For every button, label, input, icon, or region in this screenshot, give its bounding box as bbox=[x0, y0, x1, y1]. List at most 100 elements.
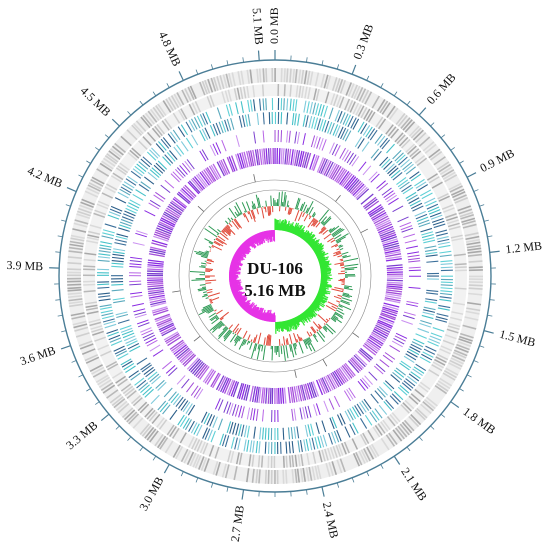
feature-mark bbox=[199, 366, 210, 380]
feature-mark bbox=[307, 87, 311, 100]
feature-mark bbox=[432, 361, 444, 369]
gc-mark bbox=[327, 237, 334, 243]
gc-mark bbox=[312, 219, 318, 226]
skew-mark bbox=[286, 223, 291, 232]
feature-mark bbox=[344, 426, 351, 438]
feature-mark bbox=[324, 91, 330, 104]
gc-mark bbox=[217, 229, 221, 233]
skew-mark bbox=[313, 300, 325, 308]
feature-mark bbox=[357, 350, 371, 363]
feature-mark bbox=[74, 219, 89, 225]
feature-mark bbox=[365, 110, 374, 122]
skew-mark bbox=[320, 280, 329, 284]
feature-mark bbox=[298, 85, 302, 98]
feature-mark bbox=[392, 371, 403, 381]
feature-mark bbox=[70, 234, 85, 240]
feature-mark bbox=[402, 402, 412, 412]
skew-mark bbox=[229, 267, 237, 271]
feature-mark bbox=[425, 200, 437, 207]
feature-mark bbox=[167, 96, 177, 110]
feature-mark bbox=[237, 438, 241, 451]
minor-tick bbox=[166, 83, 170, 88]
feature-mark bbox=[419, 381, 431, 390]
gc-mark bbox=[254, 334, 258, 344]
feature-mark bbox=[249, 385, 254, 402]
feature-mark bbox=[348, 179, 360, 193]
skew-mark bbox=[320, 268, 332, 272]
feature-mark bbox=[171, 200, 185, 211]
feature-mark bbox=[444, 174, 458, 183]
major-tick bbox=[100, 413, 110, 422]
gc-mark bbox=[246, 340, 250, 345]
feature-mark bbox=[226, 379, 234, 395]
feature-mark bbox=[177, 109, 186, 121]
feature-mark bbox=[148, 294, 165, 299]
skew-mark bbox=[320, 283, 333, 287]
gc-mark bbox=[332, 228, 345, 238]
feature-mark bbox=[68, 298, 83, 302]
skew-mark bbox=[278, 219, 281, 231]
feature-mark bbox=[440, 260, 453, 263]
feature-mark bbox=[425, 345, 437, 352]
feature-mark bbox=[231, 404, 237, 416]
feature-mark bbox=[204, 127, 211, 139]
minor-tick bbox=[115, 425, 120, 430]
feature-mark bbox=[396, 134, 406, 145]
feature-mark bbox=[167, 133, 176, 144]
feature-mark bbox=[193, 387, 202, 398]
feature-mark bbox=[125, 178, 137, 186]
feature-mark bbox=[465, 310, 480, 315]
feature-mark bbox=[151, 239, 168, 246]
feature-mark bbox=[156, 124, 166, 135]
feature-mark bbox=[411, 341, 424, 348]
feature-mark bbox=[131, 147, 142, 157]
feature-mark bbox=[177, 398, 186, 409]
skew-mark bbox=[310, 304, 320, 312]
feature-mark bbox=[421, 314, 434, 320]
feature-mark bbox=[414, 409, 426, 421]
feature-tracks bbox=[66, 67, 484, 485]
feature-mark bbox=[177, 191, 191, 204]
feature-mark bbox=[97, 292, 110, 295]
gc-mark bbox=[308, 206, 314, 216]
feature-mark bbox=[228, 73, 233, 88]
feature-mark bbox=[151, 375, 161, 385]
gc-mark bbox=[209, 300, 213, 303]
feature-mark bbox=[371, 443, 380, 457]
feature-mark bbox=[149, 344, 161, 352]
gc-mark bbox=[251, 209, 256, 219]
skew-mark bbox=[309, 305, 315, 311]
feature-mark bbox=[315, 422, 320, 435]
skew-mark bbox=[243, 302, 251, 311]
gc-mark bbox=[238, 338, 245, 350]
feature-mark bbox=[162, 213, 178, 223]
feature-mark bbox=[458, 208, 473, 215]
feature-mark bbox=[397, 425, 408, 438]
gc-mark bbox=[303, 204, 308, 213]
feature-mark bbox=[316, 157, 325, 173]
feature-mark bbox=[386, 268, 403, 271]
gc-mark bbox=[206, 258, 213, 261]
feature-mark bbox=[436, 236, 449, 240]
gc-mark bbox=[199, 266, 206, 268]
gc-mark bbox=[206, 262, 212, 265]
feature-mark bbox=[121, 216, 134, 222]
gc-mark bbox=[231, 220, 239, 230]
feature-mark bbox=[101, 235, 114, 240]
skew-mark bbox=[232, 290, 241, 296]
minor-tick bbox=[180, 471, 184, 477]
feature-mark bbox=[212, 461, 219, 475]
gc-mark bbox=[195, 252, 208, 258]
gc-mark bbox=[269, 206, 272, 215]
skew-mark bbox=[319, 286, 327, 290]
cds-reverse-track bbox=[82, 84, 467, 469]
feature-mark bbox=[360, 418, 368, 429]
feature-mark bbox=[134, 313, 147, 319]
feature-mark bbox=[382, 306, 399, 313]
skew-mark bbox=[303, 311, 311, 320]
feature-mark bbox=[375, 324, 391, 333]
gc-mark bbox=[303, 213, 309, 222]
feature-mark bbox=[377, 423, 386, 434]
gc-mark bbox=[342, 293, 353, 298]
